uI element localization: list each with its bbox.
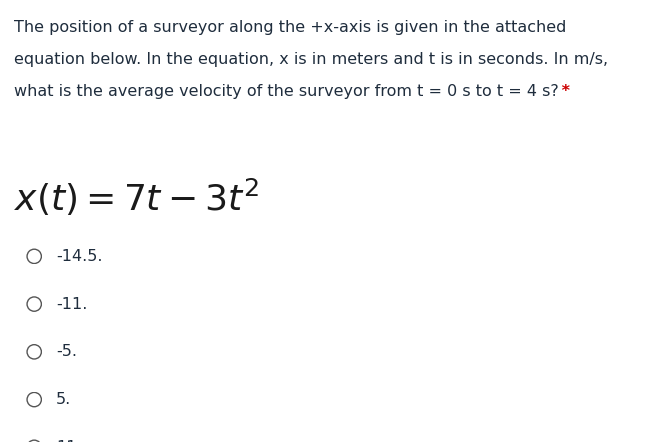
Text: The position of a surveyor along the +x-axis is given in the attached: The position of a surveyor along the +x-… bbox=[14, 20, 567, 35]
Text: equation below. In the equation, x is in meters and t is in seconds. In m/s,: equation below. In the equation, x is in… bbox=[14, 52, 609, 67]
Text: *: * bbox=[556, 84, 570, 99]
Text: -11.: -11. bbox=[56, 297, 88, 312]
Text: $x(t) = 7t - 3t^2$: $x(t) = 7t - 3t^2$ bbox=[14, 177, 260, 218]
Text: -5.: -5. bbox=[56, 344, 77, 359]
Text: -14.5.: -14.5. bbox=[56, 249, 103, 264]
Text: 5.: 5. bbox=[56, 392, 71, 407]
Text: 11.: 11. bbox=[56, 440, 82, 442]
Text: what is the average velocity of the surveyor from t = 0 s to t = 4 s?: what is the average velocity of the surv… bbox=[14, 84, 559, 99]
